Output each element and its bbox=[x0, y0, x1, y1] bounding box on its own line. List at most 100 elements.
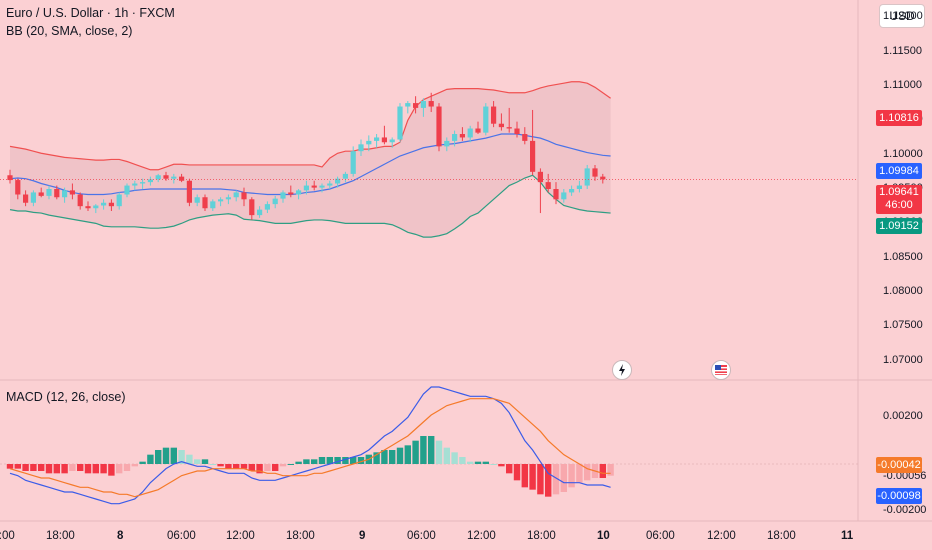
macd-histogram-bar bbox=[334, 457, 341, 464]
macd-histogram-bar bbox=[53, 464, 60, 474]
macd-histogram-bar bbox=[225, 464, 232, 469]
macd-histogram-bar bbox=[108, 464, 115, 476]
macd-histogram-bar bbox=[139, 461, 146, 464]
time-tick: 12:00 bbox=[226, 530, 255, 542]
candle-body bbox=[319, 185, 325, 188]
bb-lower-badge: 1.09152 bbox=[876, 218, 922, 234]
candle-body bbox=[467, 128, 473, 138]
candle-body bbox=[514, 128, 520, 135]
time-tick: 18:00 bbox=[286, 530, 315, 542]
macd-histogram-bar bbox=[467, 461, 474, 464]
candle-body bbox=[459, 134, 465, 138]
candle-body bbox=[202, 197, 208, 209]
macd-histogram-bar bbox=[568, 464, 575, 488]
candle-body bbox=[475, 128, 481, 133]
macd-histogram-bar bbox=[256, 464, 263, 474]
macd-histogram-bar bbox=[194, 459, 201, 464]
candle-body bbox=[93, 205, 99, 209]
macd-histogram-bar bbox=[147, 454, 154, 464]
macd-tick: 0.00200 bbox=[883, 410, 923, 423]
macd-histogram-bar bbox=[420, 436, 427, 464]
macd-histogram-bar bbox=[584, 464, 591, 481]
macd-histogram-bar bbox=[389, 450, 396, 464]
macd-tick: -0.00056 bbox=[883, 470, 927, 483]
macd-histogram-bar bbox=[30, 464, 37, 471]
macd-hist-badge: -0.00042 bbox=[876, 457, 922, 473]
macd-histogram-bar bbox=[529, 464, 536, 490]
lightning-event-icon[interactable] bbox=[612, 360, 632, 380]
symbol-title[interactable]: Euro / U.S. Dollar · 1h · FXCM bbox=[6, 6, 175, 20]
macd-histogram-bar bbox=[6, 464, 14, 469]
price-tick: 1.10000 bbox=[883, 147, 923, 160]
candle-body bbox=[576, 185, 582, 189]
time-tick: 06:00 bbox=[646, 530, 675, 542]
candle-body bbox=[101, 202, 107, 206]
macd-histogram-bar bbox=[404, 445, 411, 464]
bb-lower-line bbox=[9, 174, 611, 238]
macd-histogram-bar bbox=[209, 464, 216, 465]
macd-histogram-bar bbox=[92, 464, 99, 474]
macd-histogram-bar bbox=[396, 447, 404, 464]
candle-body bbox=[194, 197, 200, 203]
macd-histogram-bar bbox=[22, 464, 29, 471]
macd-histogram-bar bbox=[357, 457, 365, 464]
price-tick: 1.12000 bbox=[883, 10, 923, 23]
candle-body bbox=[108, 202, 114, 207]
macd-histogram-bar bbox=[61, 464, 68, 474]
candle-body bbox=[545, 182, 551, 189]
candle-body bbox=[420, 101, 426, 108]
macd-histogram-bar bbox=[373, 452, 380, 464]
macd-histogram-bar bbox=[272, 464, 279, 471]
macd-histogram-bar bbox=[342, 457, 349, 464]
us-flag-event-icon[interactable] bbox=[711, 360, 731, 380]
price-tick: 1.07000 bbox=[883, 353, 923, 366]
macd-histogram-bar bbox=[170, 447, 177, 464]
candle-body bbox=[241, 192, 247, 200]
candle-body bbox=[218, 199, 224, 202]
currency-button[interactable]: USD bbox=[879, 4, 925, 28]
bb-band-fill bbox=[10, 81, 611, 238]
candle-body bbox=[327, 183, 333, 186]
candle-body bbox=[530, 140, 536, 172]
candle-body bbox=[389, 139, 395, 143]
candle-body bbox=[561, 192, 567, 200]
time-tick: 12:00 bbox=[467, 530, 496, 542]
time-tick: 10 bbox=[597, 530, 610, 542]
candle-body bbox=[46, 189, 52, 196]
time-tick: 11 bbox=[841, 530, 854, 542]
candle-body bbox=[584, 168, 590, 186]
macd-histogram-bar bbox=[69, 464, 76, 471]
time-tick: 18:00 bbox=[767, 530, 796, 542]
candle-body bbox=[233, 192, 239, 198]
candle-body bbox=[147, 179, 153, 183]
candle-body bbox=[405, 103, 411, 107]
macd-histogram-bar bbox=[412, 440, 419, 464]
bb-indicator-label[interactable]: BB (20, SMA, close, 2) bbox=[6, 24, 133, 38]
candle-body bbox=[54, 189, 60, 198]
macd-histogram-bar bbox=[607, 464, 614, 476]
macd-histogram-bar bbox=[451, 452, 458, 464]
candle-body bbox=[381, 137, 387, 143]
candle-body bbox=[272, 198, 278, 205]
candle-body bbox=[210, 201, 216, 209]
macd-histogram-bar bbox=[287, 464, 294, 465]
macd-histogram-bar bbox=[155, 450, 162, 464]
candle-body bbox=[452, 134, 458, 141]
macd-histogram-bar bbox=[537, 464, 544, 495]
macd-histogram-bar bbox=[482, 461, 489, 464]
candle-body bbox=[522, 134, 528, 141]
price-tick: 1.08500 bbox=[883, 250, 923, 263]
macd-histogram-bar bbox=[100, 464, 107, 474]
macd-histogram-bar bbox=[599, 464, 606, 478]
price-badge: 1.09641 46:00 bbox=[876, 185, 922, 214]
macd-histogram-bar bbox=[545, 464, 552, 497]
macd-histogram-bar bbox=[459, 457, 466, 464]
time-tick: 18:00 bbox=[46, 530, 75, 542]
price-value: 1.09641 bbox=[879, 186, 919, 198]
macd-histogram-bar bbox=[498, 464, 505, 467]
candle-body bbox=[116, 194, 122, 207]
macd-indicator-label[interactable]: MACD (12, 26, close) bbox=[6, 390, 126, 404]
macd-histogram-bar bbox=[248, 464, 255, 471]
